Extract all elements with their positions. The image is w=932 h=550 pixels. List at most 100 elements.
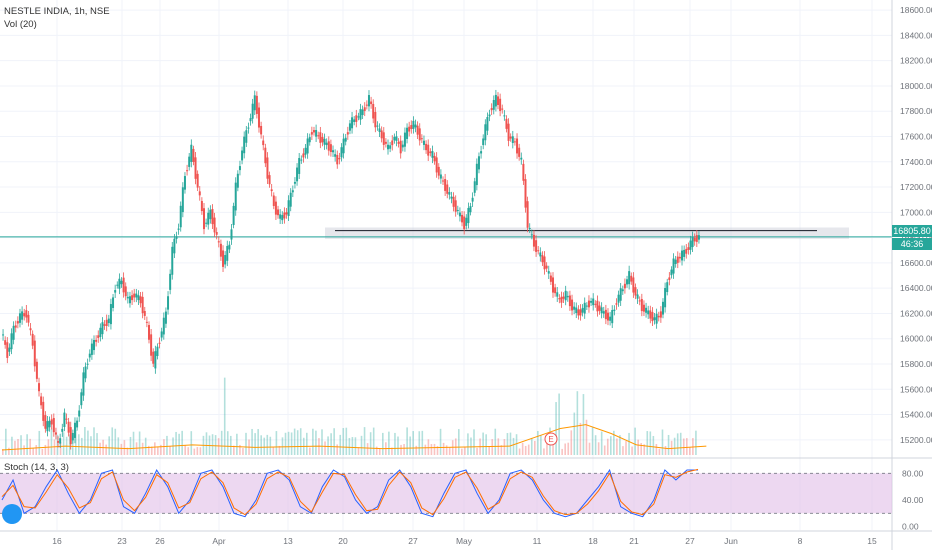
volume-bar (524, 445, 527, 455)
volume-bar (193, 448, 196, 455)
volume-bar (239, 444, 241, 455)
candle-body (257, 107, 260, 128)
candle-body (494, 94, 497, 107)
volume-bar (464, 447, 466, 455)
candle-body (393, 136, 396, 141)
volume-bar (275, 431, 278, 455)
candle-body (617, 294, 620, 303)
volume-bar (585, 419, 588, 455)
candle-body (274, 201, 277, 215)
candle-body (568, 295, 571, 307)
candle-body (518, 147, 521, 157)
volume-bar (132, 431, 135, 455)
volume-bar (382, 432, 384, 455)
volume-bar (613, 430, 615, 455)
candle-body (198, 191, 201, 196)
volume-bar (467, 433, 469, 455)
volume-bar (223, 377, 226, 455)
price-axis-label: 15600.00 (900, 384, 932, 394)
candle-body (490, 108, 493, 111)
candle-body (467, 207, 470, 224)
candle-body (152, 351, 155, 364)
candle-body (298, 158, 301, 174)
candle-body (6, 342, 9, 358)
volume-bar (20, 435, 22, 455)
volume-bar (211, 434, 214, 455)
candle-body (585, 305, 588, 307)
candle-body (126, 296, 129, 299)
volume-bar (488, 446, 490, 455)
volume-bar (330, 433, 332, 455)
candle-body (29, 328, 32, 331)
candle-body (431, 151, 434, 158)
candle-body (664, 288, 667, 308)
volume-legend[interactable]: Vol (20) (4, 19, 37, 30)
candle-body (522, 163, 525, 181)
candle-body (477, 156, 480, 170)
volume-bar (62, 432, 65, 455)
candle-body (175, 236, 178, 239)
time-axis-label: May (456, 536, 473, 546)
candle-body (697, 235, 700, 240)
volume-bar (287, 431, 290, 455)
volume-bar (378, 448, 381, 455)
time-axis-label: 26 (155, 536, 165, 546)
candle-body (465, 217, 468, 226)
candle-body (626, 279, 629, 285)
candle-body (287, 200, 290, 216)
candle-body (458, 212, 461, 217)
candle-body (40, 396, 43, 406)
candle-body (73, 422, 76, 438)
candle-body (575, 307, 578, 314)
candle-body (655, 313, 658, 324)
volume-bar (369, 432, 372, 455)
volume-bar (41, 448, 44, 455)
candle-body (162, 317, 165, 335)
candle-body (27, 314, 30, 323)
volume-bar (99, 442, 101, 455)
candle-body (530, 234, 533, 236)
volume-bar (695, 430, 697, 455)
volume-bar (421, 430, 424, 455)
candle-body (255, 95, 258, 114)
volume-bar (543, 448, 545, 455)
candle-body (190, 144, 193, 162)
candle-body (463, 216, 466, 230)
volume-bar (628, 432, 630, 455)
candle-body (338, 157, 341, 160)
candle-body (401, 144, 404, 148)
volume-bar (357, 447, 360, 455)
time-axis-label: 8 (798, 536, 803, 546)
volume-bar (348, 437, 351, 455)
candle-body (661, 301, 664, 315)
volume-bar (427, 439, 430, 455)
candle-body (444, 179, 447, 191)
candle-body (367, 95, 370, 107)
candle-body (526, 201, 529, 228)
stoch-legend[interactable]: Stoch (14, 3, 3) (4, 462, 69, 473)
volume-bar (74, 429, 77, 455)
candle-body (363, 107, 366, 111)
candle-body (272, 195, 275, 206)
candle-body (579, 309, 582, 316)
tradingview-logo-icon[interactable] (2, 504, 22, 524)
volume-bar (433, 443, 436, 455)
volume-bar (336, 444, 338, 455)
resistance-zone (325, 227, 849, 239)
candle-body (289, 192, 292, 207)
volume-bar (567, 442, 570, 455)
candle-body (412, 120, 415, 129)
volume-bar (482, 432, 484, 455)
candle-body (65, 418, 68, 420)
price-axis-label: 17600.00 (900, 132, 932, 142)
candle-body (48, 420, 51, 428)
symbol-legend[interactable]: NESTLE INDIA, 1h, NSE (4, 6, 110, 17)
candle-body (194, 157, 197, 179)
volume-bar (521, 442, 524, 455)
candle-body (562, 296, 565, 299)
volume-bar (84, 427, 86, 455)
candle-body (67, 421, 70, 433)
candle-body (4, 340, 7, 345)
price-axis-label: 17400.00 (900, 157, 932, 167)
